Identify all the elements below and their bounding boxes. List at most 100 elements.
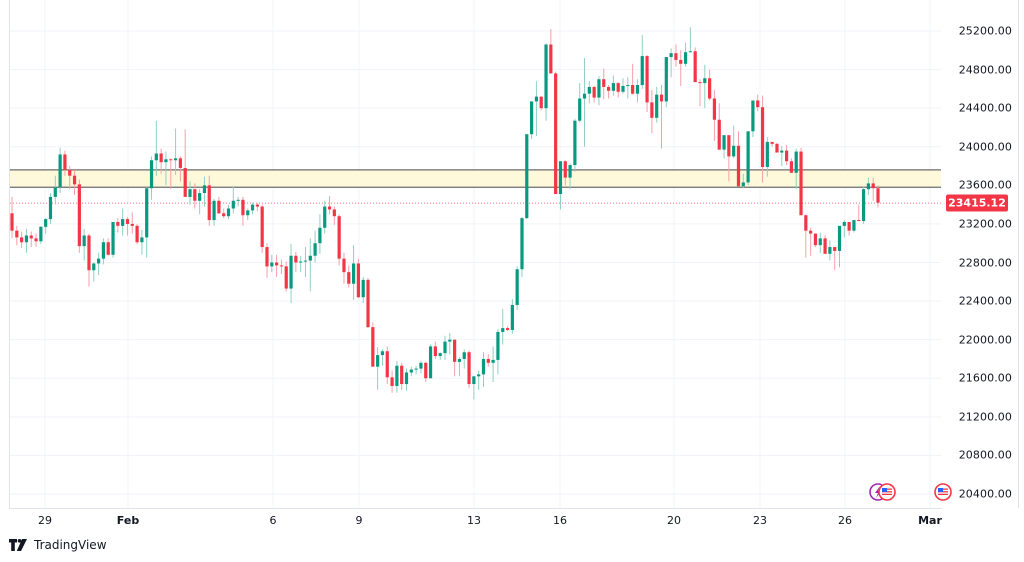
candle-body[interactable] xyxy=(722,135,726,150)
candle-body[interactable] xyxy=(674,53,678,60)
candle-body[interactable] xyxy=(154,153,158,161)
candle-body[interactable] xyxy=(395,365,399,386)
candle-body[interactable] xyxy=(746,131,750,183)
candle-body[interactable] xyxy=(438,353,442,357)
candle-body[interactable] xyxy=(799,151,803,216)
candle-body[interactable] xyxy=(688,51,692,53)
candle-body[interactable] xyxy=(818,238,822,246)
candle-body[interactable] xyxy=(741,182,745,187)
candle-body[interactable] xyxy=(784,150,789,162)
candle-body[interactable] xyxy=(486,358,490,363)
candle-body[interactable] xyxy=(592,86,596,98)
candle-body[interactable] xyxy=(631,85,635,94)
candle-body[interactable] xyxy=(34,238,38,242)
candle-body[interactable] xyxy=(809,230,813,234)
candle-body[interactable] xyxy=(708,78,712,99)
candle-body[interactable] xyxy=(693,51,697,83)
candle-body[interactable] xyxy=(58,154,62,188)
candle-body[interactable] xyxy=(664,57,668,102)
candle-body[interactable] xyxy=(626,85,630,87)
candle-body[interactable] xyxy=(635,85,640,94)
candle-body[interactable] xyxy=(106,242,110,255)
candle-body[interactable] xyxy=(780,150,784,153)
candle-body[interactable] xyxy=(270,262,274,267)
candle-body[interactable] xyxy=(568,165,572,178)
candle-body[interactable] xyxy=(823,238,827,254)
candle-body[interactable] xyxy=(380,351,385,356)
candle-body[interactable] xyxy=(443,341,447,354)
candle-body[interactable] xyxy=(265,247,269,267)
candle-body[interactable] xyxy=(833,247,837,251)
candle-body[interactable] xyxy=(323,206,327,228)
candle-body[interactable] xyxy=(366,279,370,328)
candle-body[interactable] xyxy=(611,83,615,91)
event-marker-group[interactable] xyxy=(869,483,896,501)
candle-body[interactable] xyxy=(558,161,563,195)
candle-body[interactable] xyxy=(327,206,332,210)
candle-body[interactable] xyxy=(92,263,96,271)
candle-body[interactable] xyxy=(97,258,101,264)
candle-body[interactable] xyxy=(544,44,548,109)
candle-body[interactable] xyxy=(857,220,861,222)
candle-body[interactable] xyxy=(828,247,832,254)
candle-body[interactable] xyxy=(477,374,481,377)
candle-body[interactable] xyxy=(732,145,736,157)
candle-body[interactable] xyxy=(303,260,308,262)
candle-body[interactable] xyxy=(275,262,279,266)
candle-body[interactable] xyxy=(640,56,644,86)
candle-body[interactable] xyxy=(573,120,577,166)
candle-body[interactable] xyxy=(578,98,582,121)
candle-body[interactable] xyxy=(337,216,341,259)
candle-body[interactable] xyxy=(549,44,553,74)
candle-body[interactable] xyxy=(149,160,154,189)
candle-body[interactable] xyxy=(655,94,659,118)
candle-body[interactable] xyxy=(525,134,529,219)
candle-body[interactable] xyxy=(10,213,14,231)
candle-body[interactable] xyxy=(376,355,380,367)
candle-body[interactable] xyxy=(125,219,130,224)
candle-body[interactable] xyxy=(63,154,67,170)
candle-body[interactable] xyxy=(318,227,322,244)
candle-body[interactable] xyxy=(347,272,351,284)
candle-body[interactable] xyxy=(159,153,163,163)
candle-body[interactable] xyxy=(299,261,303,263)
candle-body[interactable] xyxy=(582,93,587,99)
candle-body[interactable] xyxy=(472,376,476,385)
candle-body[interactable] xyxy=(462,352,466,359)
candle-body[interactable] xyxy=(669,53,673,58)
candle-body[interactable] xyxy=(178,158,182,168)
candle-body[interactable] xyxy=(44,219,48,227)
candle-body[interactable] xyxy=(789,161,793,173)
candle-body[interactable] xyxy=(736,145,741,187)
candle-body[interactable] xyxy=(246,210,250,216)
candle-body[interactable] xyxy=(597,79,601,98)
resistance-zone[interactable] xyxy=(10,169,941,188)
candle-body[interactable] xyxy=(188,189,192,197)
candle-body[interactable] xyxy=(226,208,231,217)
candle-body[interactable] xyxy=(775,143,779,153)
candle-body[interactable] xyxy=(871,183,875,189)
candle-body[interactable] xyxy=(457,358,462,362)
candle-body[interactable] xyxy=(404,372,409,385)
candle-body[interactable] xyxy=(698,82,702,84)
candle-body[interactable] xyxy=(72,175,77,185)
candle-body[interactable] xyxy=(520,218,524,270)
candle-body[interactable] xyxy=(751,100,755,132)
candle-body[interactable] xyxy=(606,86,611,91)
candle-body[interactable] xyxy=(847,221,851,231)
candle-body[interactable] xyxy=(866,183,870,190)
candle-body[interactable] xyxy=(48,196,53,220)
candle-body[interactable] xyxy=(202,185,207,194)
candle-body[interactable] xyxy=(308,255,312,261)
candle-body[interactable] xyxy=(409,369,413,373)
candle-body[interactable] xyxy=(852,220,856,231)
candle-body[interactable] xyxy=(351,263,356,284)
candle-body[interactable] xyxy=(727,135,731,157)
candle-body[interactable] xyxy=(15,230,19,238)
candle-body[interactable] xyxy=(116,221,120,226)
candle-body[interactable] xyxy=(183,167,187,197)
candle-body[interactable] xyxy=(419,362,423,369)
candle-body[interactable] xyxy=(217,200,221,214)
time-axis[interactable]: 29 Feb 6 9 13 16 20 23 26 Mar xyxy=(9,508,1018,530)
